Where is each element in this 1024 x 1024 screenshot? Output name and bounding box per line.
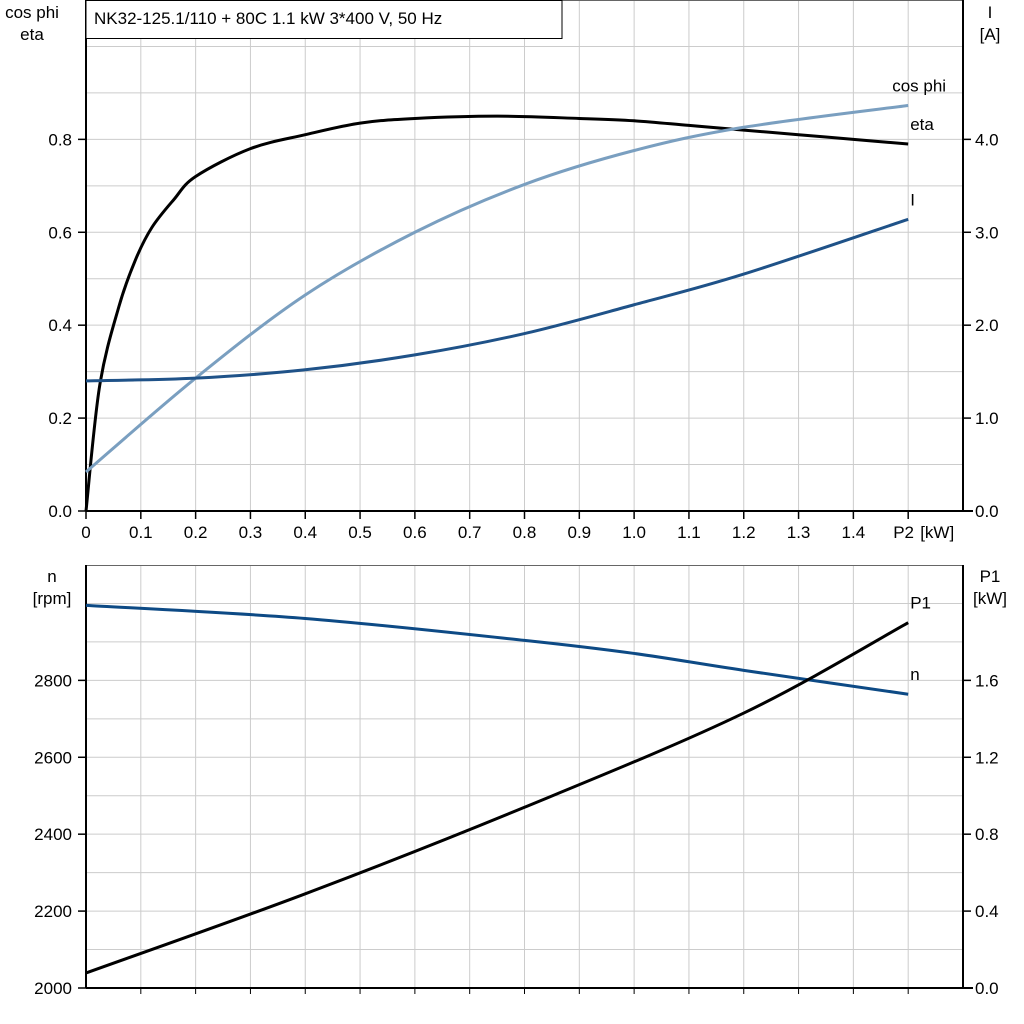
- y-left-tick-label: 0.2: [48, 409, 72, 428]
- y-left-tick-label: 2400: [34, 825, 72, 844]
- y-left-tick-label: 2200: [34, 902, 72, 921]
- y-right-tick-label: 0.8: [975, 825, 999, 844]
- series-label-cos-phi: cos phi: [892, 76, 946, 95]
- title-box: [85, 0, 563, 39]
- y-left-axis-label: n: [47, 567, 56, 586]
- y-right-tick-label: 0.0: [975, 979, 999, 998]
- series-line-eta: [84, 114, 909, 512]
- series-line-P1: [85, 621, 909, 975]
- x-tick-label: 0.5: [348, 523, 372, 542]
- chart-title: NK32-125.1/110 + 80C 1.1 kW 3*400 V, 50 …: [94, 9, 442, 28]
- x-tick-label: 0: [81, 523, 90, 542]
- series-line-cos-phi: [85, 103, 909, 474]
- series-line-n: [85, 603, 909, 696]
- series-label-P1: P1: [910, 594, 931, 613]
- y-right-tick-label: 0.0: [975, 502, 999, 521]
- y-right-axis-label: I: [988, 3, 993, 22]
- x-tick-label: 1.0: [622, 523, 646, 542]
- y-left-tick-label: 2800: [34, 671, 72, 690]
- y-left-axis-label: eta: [20, 25, 44, 44]
- y-left-tick-label: 0.6: [48, 223, 72, 242]
- y-right-axis-label: [kW]: [973, 589, 1007, 608]
- x-tick-label: 0.3: [239, 523, 263, 542]
- bottom-panel: 2000 2200 2400 2600 2800 0.0 0.4 0.8 1.2 1.6 n [rpm…: [33, 565, 1007, 998]
- y-right-tick-label: 4.0: [975, 130, 999, 149]
- y-right-axis-label: [A]: [980, 25, 1001, 44]
- series-label-eta: eta: [910, 115, 934, 134]
- x-tick-label: 1.4: [842, 523, 866, 542]
- x-tick-label: 1.3: [787, 523, 811, 542]
- y-right-tick-label: 1.0: [975, 409, 999, 428]
- series-line-I: [85, 217, 909, 383]
- y-right-axis-label: P1: [980, 567, 1001, 586]
- x-axis-label: P2: [893, 523, 914, 542]
- series-label-I: I: [910, 190, 915, 209]
- y-left-tick-label: 0.0: [48, 502, 72, 521]
- x-tick-label: 0.6: [403, 523, 427, 542]
- y-left-axis-label: cos phi: [5, 3, 59, 22]
- y-right-tick-label: 3.0: [975, 223, 999, 242]
- y-left-tick-label: 0.4: [48, 316, 72, 335]
- x-tick-label: 0.8: [513, 523, 537, 542]
- x-axis-unit: [kW]: [920, 523, 954, 542]
- y-right-tick-label: 0.4: [975, 902, 999, 921]
- y-left-tick-label: 2600: [34, 748, 72, 767]
- y-right-tick-label: 1.2: [975, 748, 999, 767]
- y-right-tick-label: 1.6: [975, 671, 999, 690]
- x-tick-label: 0.7: [458, 523, 482, 542]
- y-left-tick-label: 0.8: [48, 130, 72, 149]
- x-tick-label: 1.1: [677, 523, 701, 542]
- x-tick-label: 0.1: [129, 523, 153, 542]
- top-panel: 0.0 0.2 0.4 0.6 0.8 0.0 1.0 2.0 3.0 4.0 cos phi eta…: [5, 0, 1000, 542]
- y-left-tick-label: 2000: [34, 979, 72, 998]
- y-right-tick-label: 2.0: [975, 316, 999, 335]
- x-tick-label: 1.2: [732, 523, 756, 542]
- x-tick-label: 0.4: [293, 523, 317, 542]
- series-label-n: n: [910, 665, 919, 684]
- x-tick-label: 0.2: [184, 523, 208, 542]
- y-left-axis-label: [rpm]: [33, 589, 72, 608]
- x-tick-label: 0.9: [567, 523, 591, 542]
